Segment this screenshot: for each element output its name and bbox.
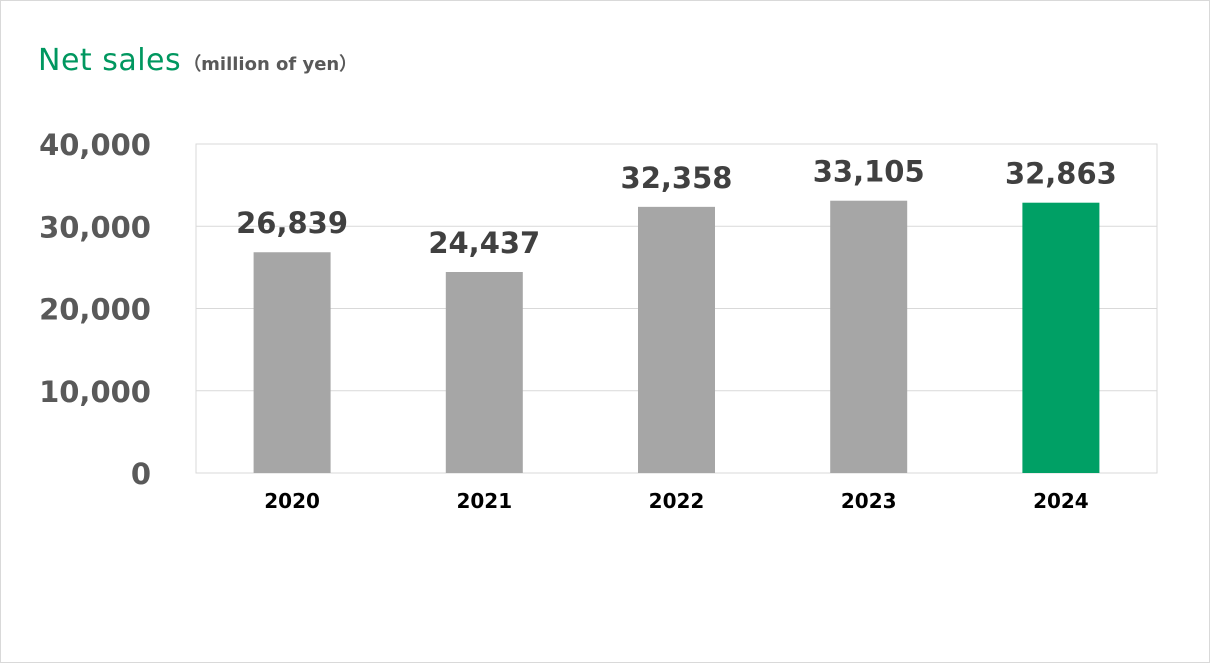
data-label: 32,863 <box>1005 157 1117 191</box>
y-tick-label: 20,000 <box>39 293 151 327</box>
chart-unit: （million of yen） <box>183 54 358 75</box>
bar <box>253 252 331 473</box>
x-tick-label: 2023 <box>841 489 897 513</box>
y-tick-label: 0 <box>131 457 151 491</box>
data-label: 33,105 <box>813 155 925 189</box>
bar <box>830 200 908 474</box>
x-tick-label: 2021 <box>456 489 512 513</box>
y-tick-label: 10,000 <box>39 375 151 409</box>
chart-title-block: Net sales （million of yen） <box>38 43 357 78</box>
bar <box>638 206 715 473</box>
y-tick-label: 40,000 <box>39 128 151 162</box>
x-tick-label: 2022 <box>649 489 705 513</box>
data-label: 24,437 <box>428 226 540 260</box>
y-tick-label: 30,000 <box>39 210 151 244</box>
data-label: 26,839 <box>236 206 348 240</box>
x-tick-label: 2020 <box>264 489 320 513</box>
x-tick-label: 2024 <box>1033 489 1089 513</box>
data-label: 32,358 <box>621 161 733 195</box>
chart-title: Net sales <box>38 43 182 78</box>
bar <box>1022 202 1100 473</box>
bar <box>445 272 523 473</box>
